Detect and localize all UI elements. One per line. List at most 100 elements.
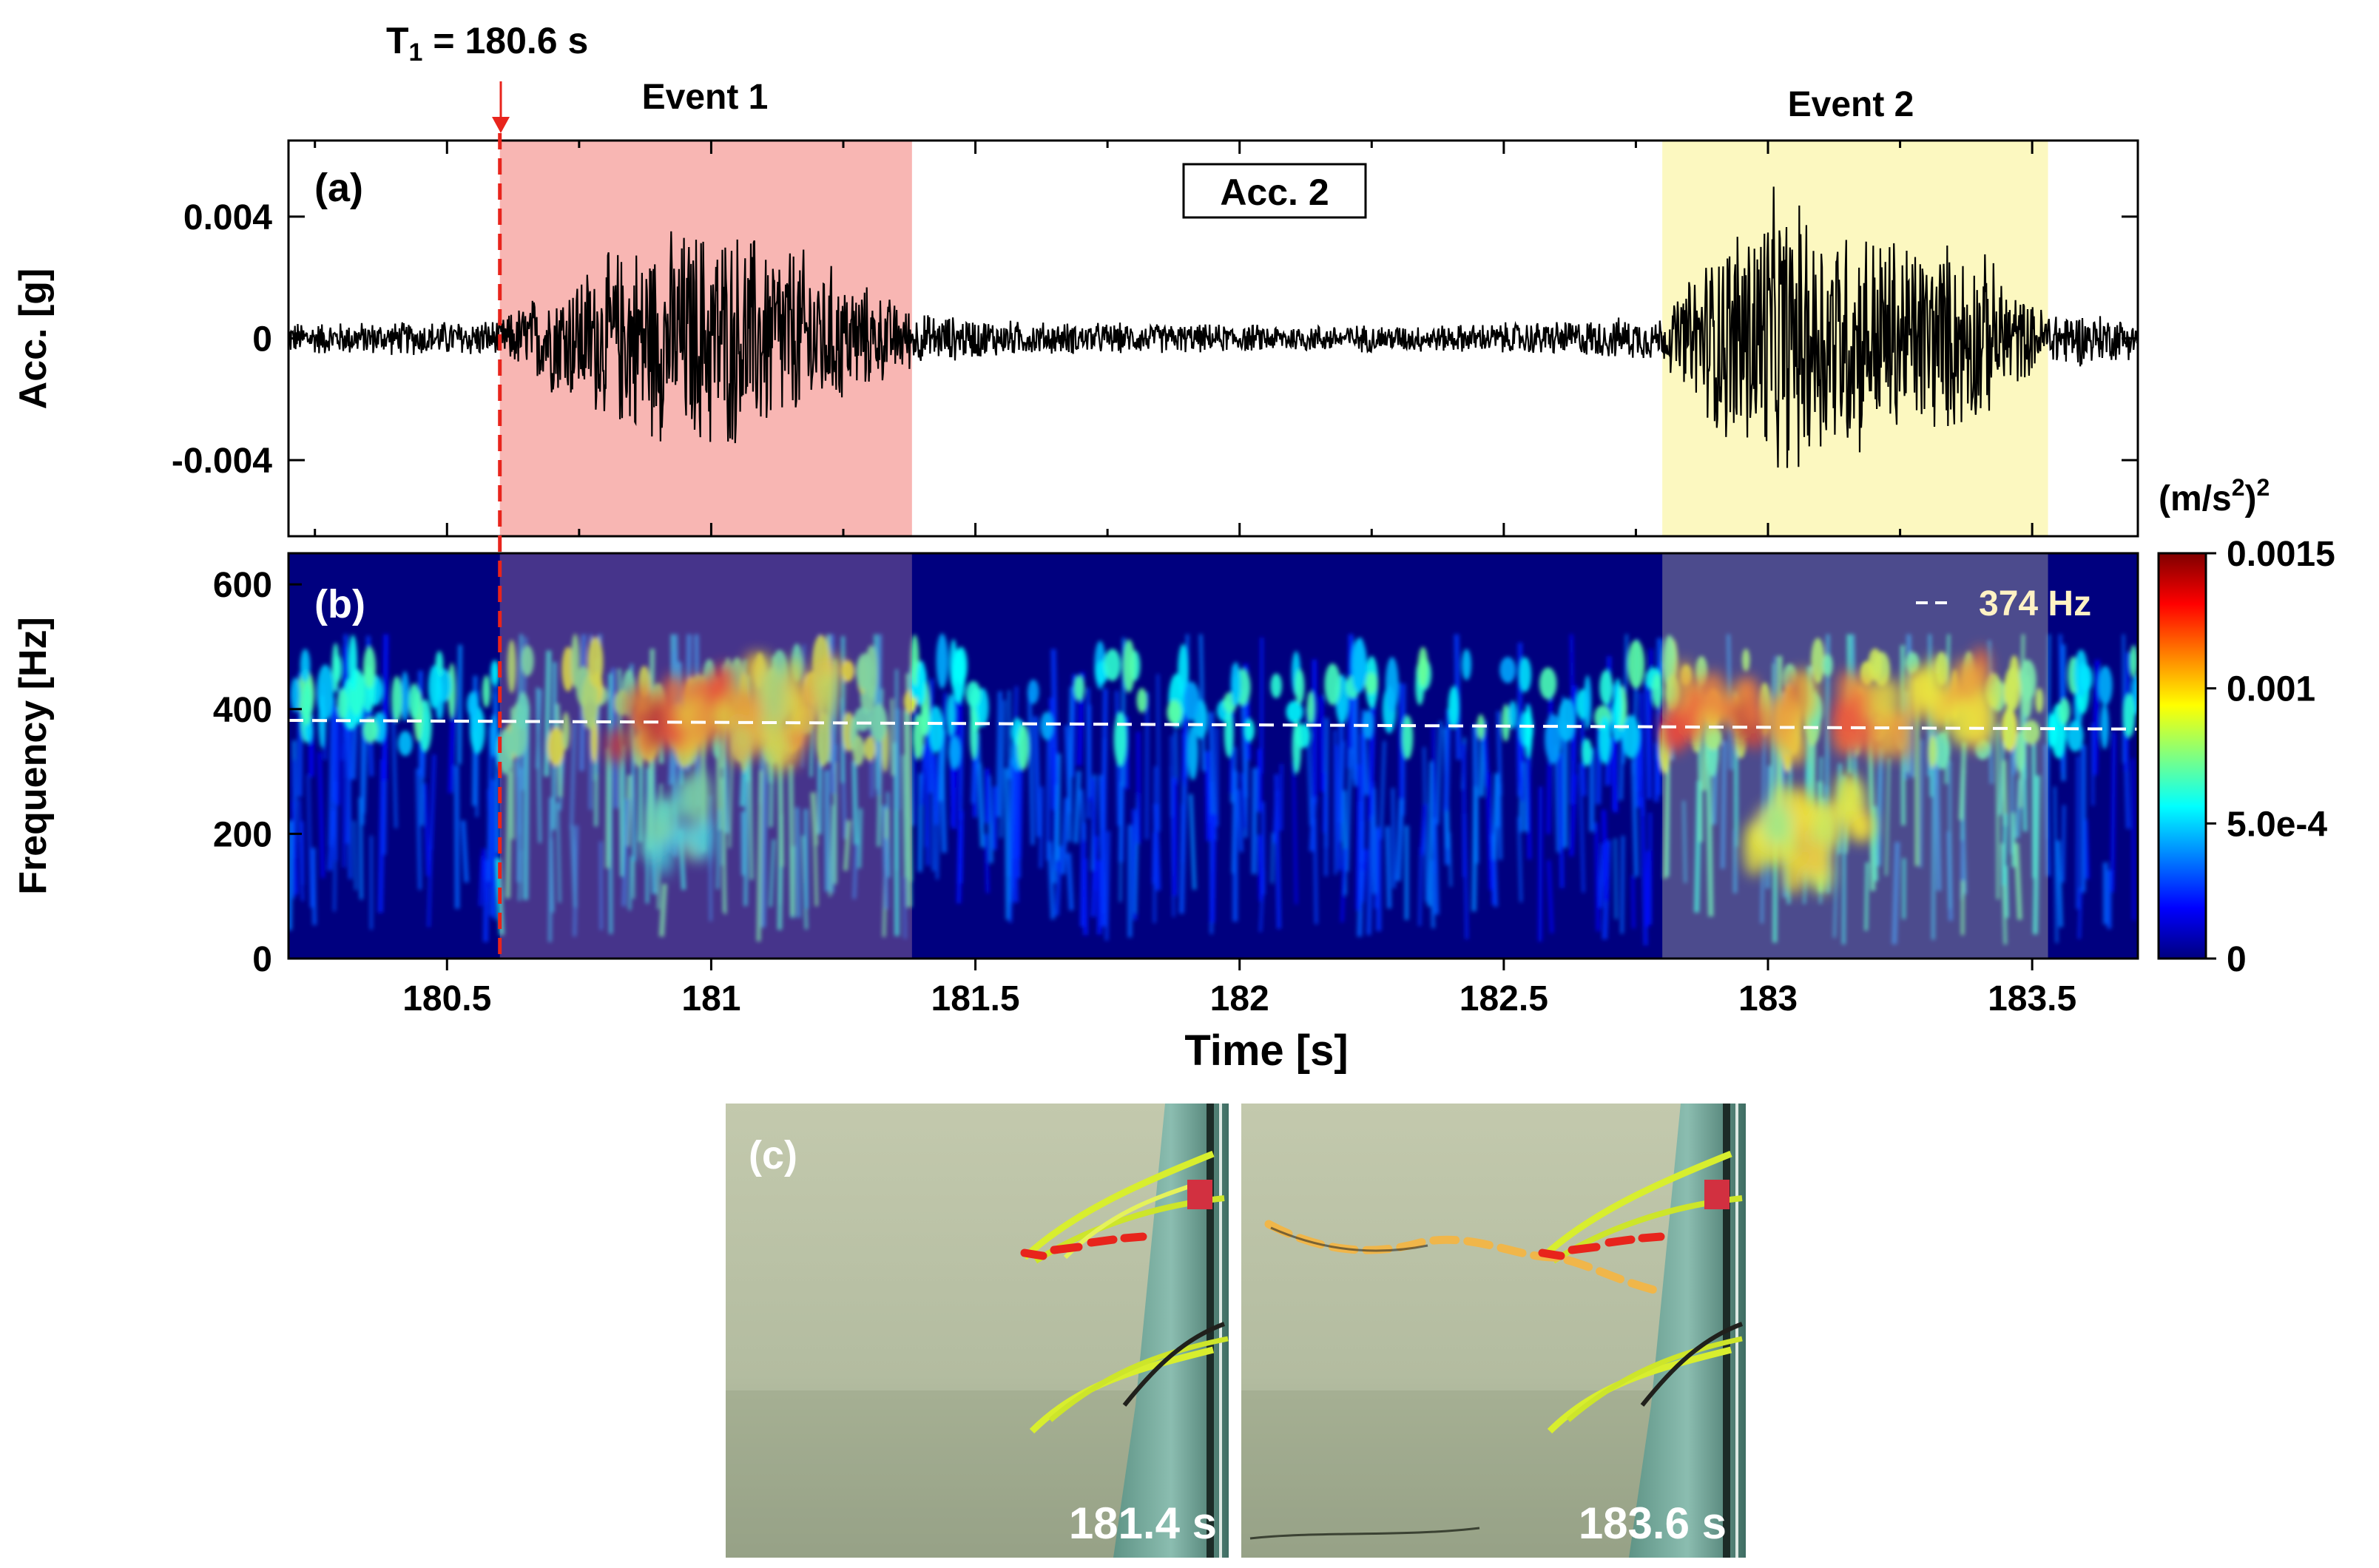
spectrogram-streak — [1240, 773, 1246, 829]
spectrogram-streak — [2110, 731, 2116, 893]
spectrogram-streak — [1471, 786, 1478, 912]
spectrogram-band-mark — [561, 712, 570, 751]
spectrogram-streak — [1370, 788, 1378, 894]
spectrogram-streak — [722, 702, 726, 913]
spectrogram-band-mark — [1613, 677, 1622, 729]
spectrogram-hotspot — [1948, 699, 1977, 746]
spectrogram-band-mark — [1027, 679, 1039, 704]
spectrogram-streak — [1082, 858, 1088, 936]
spectrogram-hotspot — [1910, 667, 1937, 709]
panel-b-xtick-label: 181 — [681, 979, 740, 1018]
spectrogram-streak — [570, 721, 576, 828]
spectrogram-band-mark — [398, 730, 413, 757]
spectrogram-band-mark — [1167, 700, 1182, 725]
spectrogram-streak — [883, 838, 888, 909]
spectrogram-streak — [890, 698, 894, 776]
spectrogram-streak — [621, 798, 630, 907]
spectrogram-band-mark — [516, 692, 530, 729]
spectrogram-streak — [570, 825, 578, 908]
spectrogram-band-mark — [300, 649, 311, 683]
spectrogram-streak — [454, 765, 460, 909]
spectrogram-streak — [536, 689, 542, 769]
spectrogram-band-mark — [467, 691, 479, 718]
spectrogram-band-mark — [362, 646, 377, 689]
spectrogram-streak — [1497, 782, 1502, 860]
spectrogram-band-mark — [391, 675, 402, 723]
spectrogram-streak — [1204, 751, 1211, 841]
spectrogram-streak — [1391, 788, 1396, 888]
spectrogram-band-mark — [1499, 656, 1516, 683]
spectrogram-band-mark — [1704, 726, 1722, 750]
spectrogram-band-mark — [951, 649, 965, 703]
spectrogram-band-mark — [1652, 673, 1663, 709]
spectrogram-streak — [461, 820, 469, 883]
spectrogram-streak — [483, 859, 490, 942]
panel-a-y-ticks: -0.004 0 0.004 — [172, 198, 2138, 481]
panel-b-xtick-label: 182.5 — [1460, 979, 1548, 1018]
spectrogram-streak — [307, 774, 313, 908]
spectrogram-hotspot — [738, 703, 764, 733]
spectrogram-streak — [1050, 649, 1059, 811]
spectrogram-hotspot — [1762, 803, 1792, 843]
spectrogram-streak — [317, 751, 325, 878]
spectrogram-streak — [1306, 707, 1313, 826]
spectrogram-streak — [391, 706, 398, 828]
reference-line-374hz — [288, 718, 2138, 731]
spectrogram-band-mark — [2003, 666, 2021, 712]
spectrogram-streaks — [288, 633, 2138, 946]
spectrogram-streak — [382, 634, 389, 781]
panel-b-ytick-label: 600 — [213, 566, 272, 605]
spectrogram-streak — [1644, 851, 1652, 927]
spectrogram-streak — [1156, 674, 1161, 831]
panel-a-y-axis-label: Acc. [g] — [12, 268, 55, 410]
spectrogram-hotspot — [652, 797, 675, 827]
spectrogram-streak — [857, 808, 863, 868]
spectrogram-streak — [605, 748, 611, 868]
spectrogram-streak — [1292, 760, 1298, 905]
spectrogram-hotspot — [1806, 839, 1832, 878]
spectrogram-streak — [1517, 817, 1523, 902]
spectrogram-streak — [1067, 686, 1073, 842]
spectrogram-band-mark — [1448, 686, 1460, 729]
panel-b-x-ticks: 180.5 181 181.5 182 182.5 183 183.5 — [402, 959, 2076, 1018]
spectrogram-hotspot — [660, 720, 688, 751]
spectrogram-band-mark — [1351, 638, 1368, 694]
spectrogram-streak — [1240, 689, 1249, 798]
spectrogram-hotspot — [1834, 772, 1863, 823]
spectrogram-streak — [2083, 819, 2090, 879]
spectrogram-band-mark — [2015, 731, 2025, 773]
spectrogram-band-mark — [864, 736, 876, 761]
t1-label-rest: = 180.6 s — [422, 20, 588, 61]
spectrogram-streak — [813, 843, 819, 907]
spectrogram-hotspot — [1872, 676, 1900, 721]
spectrogram-hotspots — [604, 646, 1997, 895]
spectrogram-streak — [919, 744, 927, 806]
spectrogram-band-mark — [408, 683, 420, 720]
spectrogram-band-mark — [581, 673, 599, 730]
spectrogram-streak — [327, 809, 336, 871]
spectrogram-streak — [548, 797, 553, 942]
spectrogram-streak — [1136, 731, 1141, 844]
spectrogram-band-mark — [482, 675, 490, 708]
spectrogram-streak — [628, 856, 633, 910]
spectrogram-streak — [1644, 680, 1652, 800]
spectrogram-band-mark — [2079, 664, 2093, 692]
spectrogram-band-mark — [1224, 710, 1234, 757]
spectrogram-band-mark — [1539, 667, 1557, 700]
colorbar-tick-label: 5.0e-4 — [2227, 805, 2327, 844]
spectrogram-streak — [1538, 786, 1543, 942]
spectrogram-streak — [795, 807, 801, 918]
event-1-label: Event 1 — [642, 78, 769, 117]
spectrogram-streak — [1046, 723, 1050, 861]
spectrogram-streak — [756, 771, 763, 942]
spectrogram-band-mark — [840, 660, 854, 682]
spectrogram-band-mark — [337, 688, 348, 720]
spectrogram-streak — [959, 722, 965, 821]
spectrogram-band-mark — [919, 705, 930, 736]
spectrogram-streak — [984, 834, 990, 893]
spectrogram-hotspot — [760, 667, 786, 717]
spectrogram-streak — [886, 791, 891, 878]
t1-label-subscript: 1 — [409, 38, 423, 67]
spectrogram-streak — [1996, 723, 2000, 899]
spectrogram-band-mark — [1306, 691, 1315, 725]
